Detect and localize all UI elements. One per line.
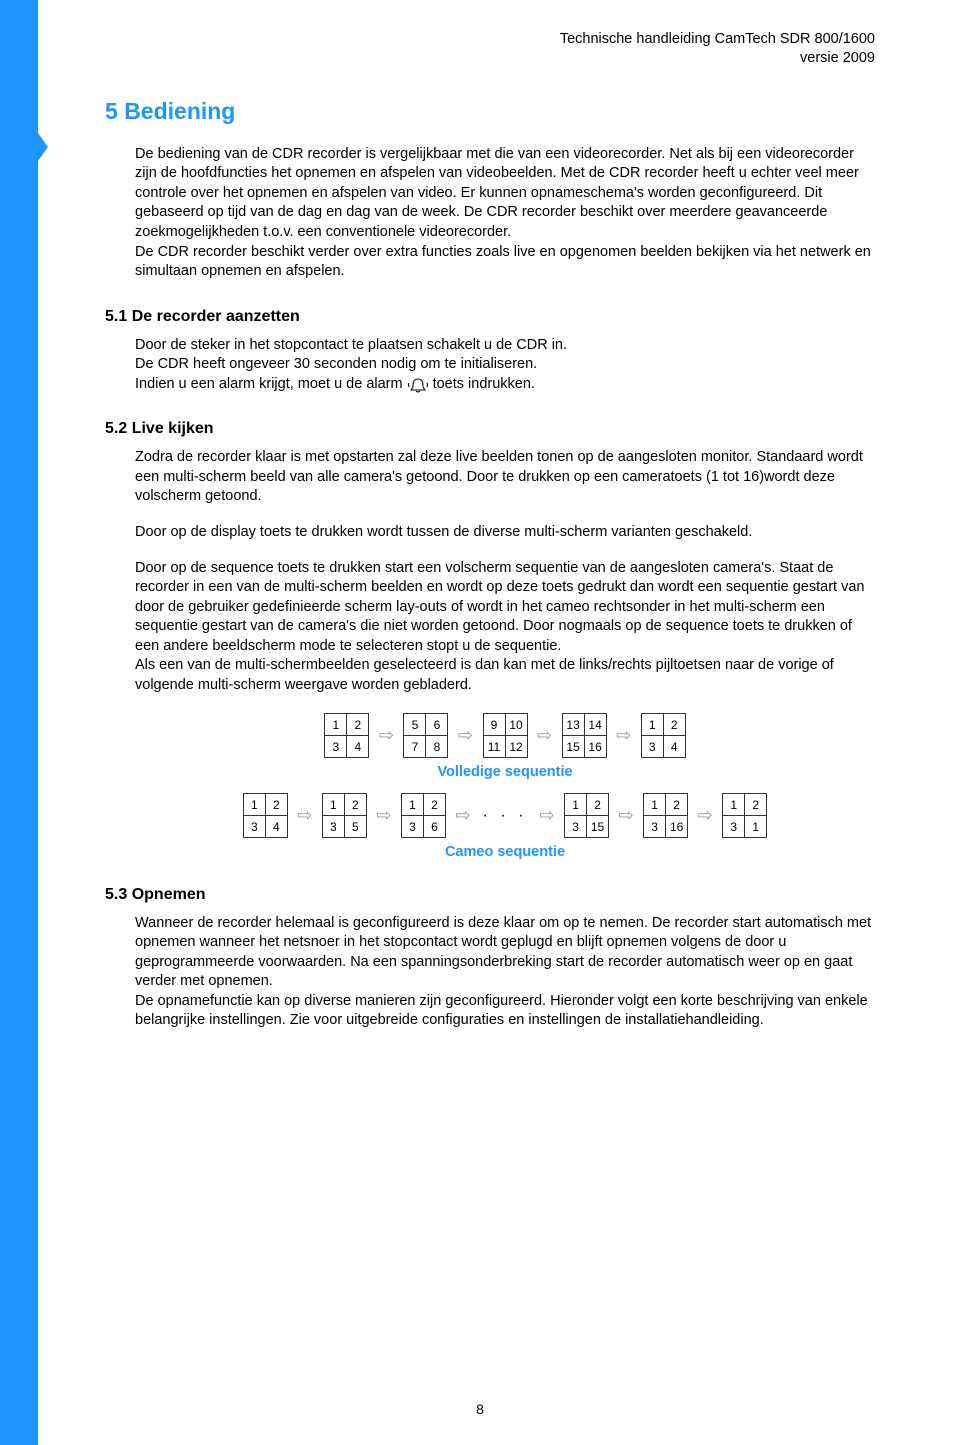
grid-cell: 1 — [564, 793, 587, 816]
grid-cell: 8 — [425, 735, 448, 758]
grid-cell: 1 — [744, 815, 767, 838]
section-5-1-heading: 5.1 De recorder aanzetten — [105, 308, 875, 326]
grid-cell: 3 — [643, 815, 666, 838]
grid-cell: 6 — [423, 815, 446, 838]
arrow-right-icon: ⇨ — [537, 725, 552, 746]
ellipsis: · · · — [481, 807, 530, 825]
full-sequence-label: Volledige sequentie — [135, 764, 875, 780]
grid-2x2: 1234 — [243, 794, 287, 838]
arrow-right-icon: ⇨ — [455, 805, 470, 826]
section-5-2-heading: 5.2 Live kijken — [105, 420, 875, 438]
grid-cell: 6 — [425, 713, 448, 736]
arrow-right-icon: ⇨ — [619, 805, 634, 826]
grid-cell: 5 — [344, 815, 367, 838]
grid-cell: 3 — [722, 815, 745, 838]
section-number: 5 — [105, 98, 118, 124]
document-page: Technische handleiding CamTech SDR 800/1… — [0, 0, 960, 1445]
grid-cell: 3 — [243, 815, 266, 838]
section-5-intro: De bediening van de CDR recorder is verg… — [135, 145, 875, 282]
grid-2x2: 1234 — [325, 714, 369, 758]
grid-cell: 1 — [643, 793, 666, 816]
grid-cell: 1 — [324, 713, 347, 736]
section-5-2-p2: Door op de display toets te drukken word… — [135, 523, 875, 543]
alarm-bell-icon — [407, 377, 429, 393]
grid-cell: 7 — [403, 735, 426, 758]
grid-cell: 2 — [744, 793, 767, 816]
grid-cell: 1 — [243, 793, 266, 816]
section-title: Bediening — [124, 98, 235, 124]
section-5-3-heading: 5.3 Opnemen — [105, 886, 875, 904]
grid-cell: 12 — [505, 735, 528, 758]
page-header: Technische handleiding CamTech SDR 800/1… — [105, 30, 875, 68]
section-5-1-body: Door de steker in het stopcontact te pla… — [135, 336, 875, 395]
grid-cell: 2 — [346, 713, 369, 736]
grid-cell: 3 — [324, 735, 347, 758]
grid-cell: 2 — [265, 793, 288, 816]
grid-cell: 15 — [586, 815, 609, 838]
page-number: 8 — [0, 1401, 960, 1417]
header-line-1: Technische handleiding CamTech SDR 800/1… — [105, 30, 875, 49]
grid-2x2: 9101112 — [483, 714, 527, 758]
full-sequence-row: 1234⇨5678⇨9101112⇨13141516⇨1234 — [135, 714, 875, 758]
section-5-2-p1: Zodra de recorder klaar is met opstarten… — [135, 448, 875, 507]
grid-cell: 10 — [505, 713, 528, 736]
grid-2x2: 5678 — [404, 714, 448, 758]
arrow-right-icon: ⇨ — [376, 805, 391, 826]
arrow-right-icon: ⇨ — [458, 725, 473, 746]
section-5-2-p3: Door op de sequence toets te drukken sta… — [135, 559, 875, 696]
grid-cell: 2 — [344, 793, 367, 816]
grid-cell: 2 — [663, 713, 686, 736]
grid-cell: 13 — [562, 713, 585, 736]
grid-cell: 5 — [403, 713, 426, 736]
grid-2x2: 12315 — [565, 794, 609, 838]
grid-cell: 1 — [722, 793, 745, 816]
arrow-right-icon: ⇨ — [616, 725, 631, 746]
sidebar-notch — [38, 133, 48, 161]
grid-cell: 3 — [564, 815, 587, 838]
grid-cell: 2 — [586, 793, 609, 816]
cameo-sequence-row: 1234⇨1235⇨1236⇨· · ·⇨12315⇨12316⇨1231 — [135, 794, 875, 838]
section-5-heading: 5 Bediening — [105, 98, 875, 125]
grid-cell: 4 — [663, 735, 686, 758]
grid-2x2: 1234 — [641, 714, 685, 758]
grid-cell: 14 — [584, 713, 607, 736]
grid-cell: 2 — [665, 793, 688, 816]
cameo-sequence-label: Cameo sequentie — [135, 844, 875, 860]
grid-2x2: 12316 — [644, 794, 688, 838]
grid-cell: 15 — [562, 735, 585, 758]
grid-cell: 9 — [483, 713, 506, 736]
arrow-right-icon: ⇨ — [698, 805, 713, 826]
grid-2x2: 1236 — [401, 794, 445, 838]
section-5-3-body: Wanneer de recorder helemaal is geconfig… — [135, 914, 875, 1031]
grid-cell: 11 — [483, 735, 506, 758]
grid-cell: 16 — [665, 815, 688, 838]
grid-2x2: 1235 — [322, 794, 366, 838]
grid-cell: 3 — [641, 735, 664, 758]
grid-cell: 1 — [322, 793, 345, 816]
arrow-right-icon: ⇨ — [379, 725, 394, 746]
sidebar-accent-bar — [0, 0, 38, 1445]
grid-cell: 3 — [322, 815, 345, 838]
grid-cell: 4 — [346, 735, 369, 758]
header-line-2: versie 2009 — [105, 49, 875, 68]
grid-2x2: 1231 — [723, 794, 767, 838]
grid-cell: 1 — [401, 793, 424, 816]
arrow-right-icon: ⇨ — [297, 805, 312, 826]
grid-2x2: 13141516 — [562, 714, 606, 758]
grid-cell: 1 — [641, 713, 664, 736]
grid-cell: 4 — [265, 815, 288, 838]
grid-cell: 16 — [584, 735, 607, 758]
grid-cell: 2 — [423, 793, 446, 816]
grid-cell: 3 — [401, 815, 424, 838]
sequence-diagram: 1234⇨5678⇨9101112⇨13141516⇨1234 Volledig… — [135, 714, 875, 860]
arrow-right-icon: ⇨ — [539, 805, 554, 826]
